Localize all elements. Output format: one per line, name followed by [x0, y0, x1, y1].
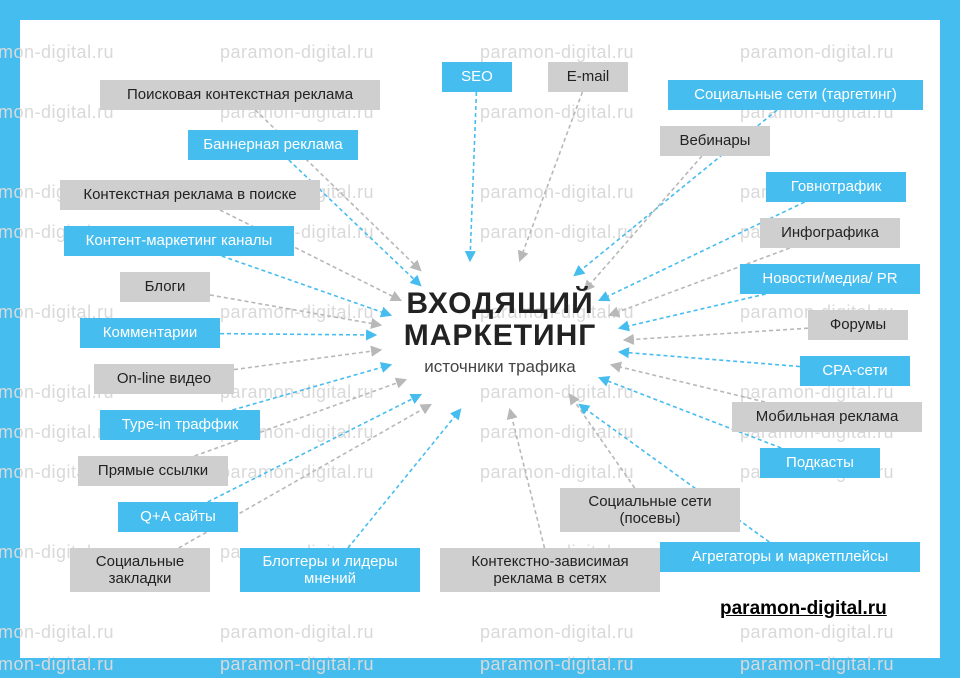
- node-n-typein: Type-in траффик: [100, 410, 260, 440]
- node-n-email: E-mail: [548, 62, 628, 92]
- node-n-cpa: CPA-сети: [800, 356, 910, 386]
- center-title-line2: МАРКЕТИНГ: [370, 320, 630, 352]
- node-n-direct: Прямые ссылки: [78, 456, 228, 486]
- node-n-qa: Q+A сайты: [118, 502, 238, 532]
- node-n-ctx-net: Контекстно-зависимая реклама в сетях: [440, 548, 660, 592]
- node-n-podcasts: Подкасты: [760, 448, 880, 478]
- node-n-mobile: Мобильная реклама: [732, 402, 922, 432]
- node-n-aggreg: Агрегаторы и маркетплейсы: [660, 542, 920, 572]
- node-n-news: Новости/медиа/ PR: [740, 264, 920, 294]
- node-n-social-seed: Социальные сети (посевы): [560, 488, 740, 532]
- node-n-banner: Баннерная реклама: [188, 130, 358, 160]
- footer-link[interactable]: paramon-digital.ru: [720, 598, 887, 620]
- node-n-comments: Комментарии: [80, 318, 220, 348]
- node-n-social-tgt: Социальные сети (таргетинг): [668, 80, 923, 110]
- node-n-blogs: Блоги: [120, 272, 210, 302]
- node-n-online-video: On-line видео: [94, 364, 234, 394]
- node-n-webinars: Вебинары: [660, 126, 770, 156]
- node-n-content-mkt: Контент-маркетинг каналы: [64, 226, 294, 256]
- node-n-seo: SEO: [442, 62, 512, 92]
- center-title: ВХОДЯЩИЙ МАРКЕТИНГ источники трафика: [370, 288, 630, 377]
- center-subtitle: источники трафика: [370, 357, 630, 377]
- node-n-infogr: Инфографика: [760, 218, 900, 248]
- node-n-social-book: Социальные закладки: [70, 548, 210, 592]
- center-title-line1: ВХОДЯЩИЙ: [370, 288, 630, 320]
- node-n-search-ctx: Поисковая контекстная реклама: [100, 80, 380, 110]
- node-n-forums: Форумы: [808, 310, 908, 340]
- node-n-govno: Говнотрафик: [766, 172, 906, 202]
- node-n-bloggers: Блоггеры и лидеры мнений: [240, 548, 420, 592]
- node-n-ctx-search: Контекстная реклама в поиске: [60, 180, 320, 210]
